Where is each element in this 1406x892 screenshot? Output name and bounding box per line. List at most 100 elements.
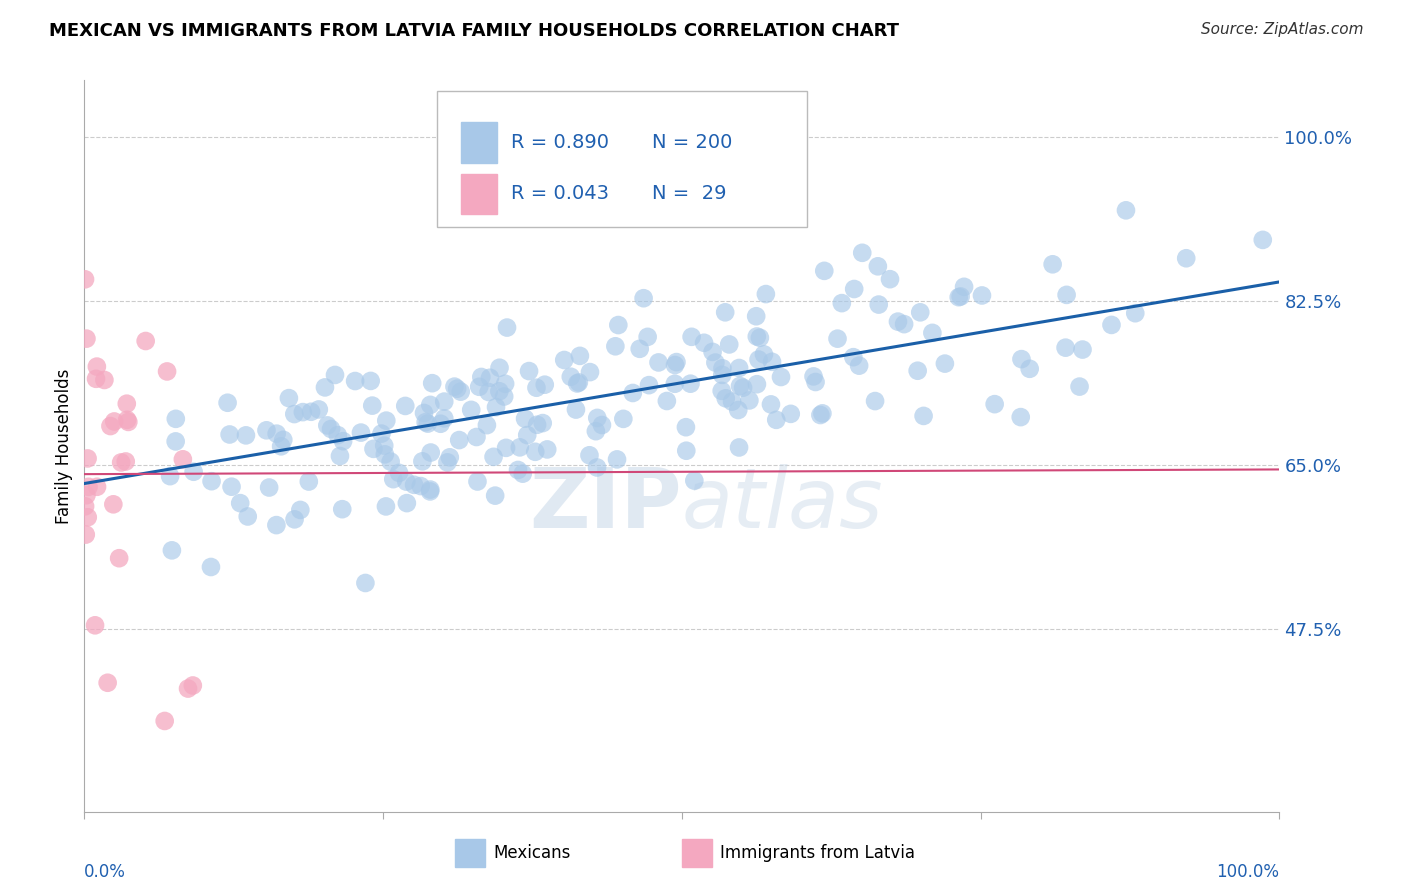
Point bbox=[298, 475, 321, 489]
Point bbox=[711, 361, 734, 376]
Point bbox=[117, 415, 139, 429]
Point bbox=[536, 442, 558, 457]
Point bbox=[704, 355, 727, 369]
Point bbox=[727, 403, 749, 417]
Point bbox=[1175, 252, 1198, 266]
Point bbox=[810, 408, 832, 422]
Point bbox=[1115, 203, 1137, 218]
Point bbox=[283, 407, 305, 421]
Point bbox=[844, 282, 866, 296]
Point bbox=[326, 428, 349, 442]
Point bbox=[284, 512, 307, 526]
Point bbox=[591, 417, 613, 432]
Point bbox=[912, 409, 935, 423]
Point bbox=[893, 317, 915, 331]
Point bbox=[606, 452, 628, 467]
Point bbox=[218, 427, 240, 442]
Point bbox=[496, 320, 519, 334]
Point bbox=[702, 344, 724, 359]
Point bbox=[842, 350, 865, 364]
Point bbox=[115, 397, 138, 411]
Point bbox=[769, 370, 792, 384]
Point bbox=[181, 678, 204, 692]
Point bbox=[1071, 343, 1094, 357]
Point bbox=[488, 384, 510, 399]
Point bbox=[266, 426, 288, 441]
Point bbox=[605, 339, 627, 353]
Point bbox=[419, 484, 441, 499]
Point bbox=[374, 500, 396, 514]
Point bbox=[75, 527, 97, 541]
Point bbox=[350, 425, 373, 440]
Point bbox=[567, 376, 589, 391]
Point bbox=[647, 355, 669, 369]
Point bbox=[728, 379, 751, 393]
Point bbox=[344, 374, 367, 388]
Point bbox=[1011, 352, 1033, 367]
Point bbox=[827, 332, 849, 346]
Point bbox=[851, 245, 873, 260]
Point bbox=[103, 497, 125, 511]
Point bbox=[1042, 257, 1064, 271]
Point bbox=[755, 287, 778, 301]
Point bbox=[416, 417, 439, 431]
Point bbox=[160, 543, 183, 558]
Point bbox=[1010, 410, 1032, 425]
Point bbox=[633, 291, 655, 305]
Point bbox=[948, 290, 970, 304]
Point bbox=[375, 414, 398, 428]
Point bbox=[745, 310, 768, 324]
Text: 0.0%: 0.0% bbox=[84, 863, 127, 881]
Point bbox=[468, 380, 491, 394]
Point bbox=[103, 414, 125, 428]
Text: N =  29: N = 29 bbox=[652, 184, 727, 203]
Point bbox=[553, 353, 575, 368]
Bar bbox=[461, 122, 496, 162]
Point bbox=[217, 396, 239, 410]
Point bbox=[664, 376, 686, 391]
Point bbox=[433, 411, 456, 425]
Text: Immigrants from Latvia: Immigrants from Latvia bbox=[720, 844, 915, 862]
Point bbox=[395, 496, 418, 510]
Point bbox=[585, 424, 607, 438]
Bar bbox=[682, 838, 711, 867]
Point bbox=[86, 480, 108, 494]
Point bbox=[183, 465, 205, 479]
Point bbox=[135, 334, 157, 348]
Point bbox=[467, 475, 489, 489]
Point bbox=[419, 483, 441, 497]
Point bbox=[329, 449, 352, 463]
Point bbox=[748, 352, 770, 367]
Point bbox=[675, 420, 697, 434]
Point bbox=[308, 402, 330, 417]
Point bbox=[711, 368, 734, 382]
Point bbox=[374, 447, 396, 461]
Point bbox=[568, 376, 591, 390]
Point bbox=[1056, 288, 1078, 302]
Point bbox=[638, 378, 661, 392]
Point bbox=[509, 441, 531, 455]
Point bbox=[394, 399, 416, 413]
Point bbox=[517, 364, 540, 378]
Point bbox=[868, 297, 890, 311]
Text: 100.0%: 100.0% bbox=[1216, 863, 1279, 881]
Point bbox=[761, 355, 783, 369]
Point bbox=[114, 454, 136, 468]
Point bbox=[354, 576, 377, 591]
Point bbox=[512, 467, 534, 481]
Point bbox=[586, 411, 609, 425]
Point bbox=[460, 402, 482, 417]
Point bbox=[488, 360, 510, 375]
Point bbox=[934, 357, 956, 371]
Text: R = 0.890: R = 0.890 bbox=[510, 133, 609, 152]
Bar bbox=[461, 174, 496, 214]
Point bbox=[229, 496, 252, 510]
Point bbox=[494, 390, 516, 404]
Point bbox=[361, 399, 384, 413]
Point bbox=[621, 386, 644, 401]
Point bbox=[752, 347, 775, 361]
Point bbox=[115, 413, 138, 427]
Point bbox=[1069, 379, 1091, 393]
Text: ZIP: ZIP bbox=[530, 464, 682, 545]
Point bbox=[429, 417, 451, 431]
